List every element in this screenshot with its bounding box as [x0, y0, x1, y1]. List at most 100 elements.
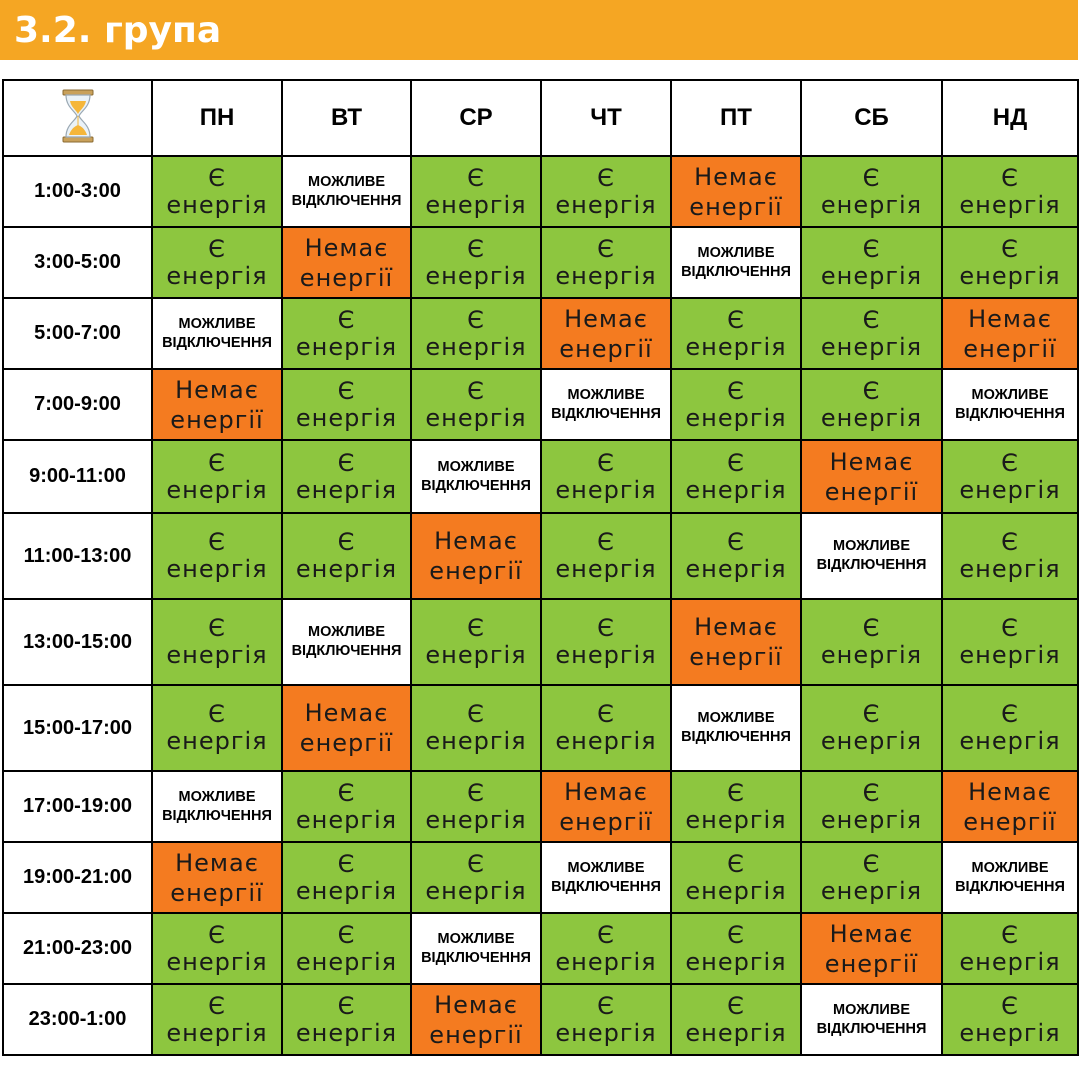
status-text: Є [467, 234, 485, 263]
status-text: ВІДКЛЮЧЕННЯ [162, 334, 272, 351]
status-cell-maybe: МОЖЛИВЕ ВІДКЛЮЧЕННЯ [941, 368, 1079, 441]
status-text: Є [1001, 163, 1019, 192]
status-text: енергія [820, 261, 923, 290]
status-text: Є [727, 920, 745, 949]
status-text: ВІДКЛЮЧЕННЯ [421, 477, 531, 494]
status-text: енергія [295, 947, 398, 976]
status-text: енергія [685, 555, 787, 583]
status-text: МОЖЛИВЕ [567, 386, 645, 403]
status-text: Є [467, 700, 485, 728]
status-text: енергія [295, 876, 398, 905]
status-cell-off: Немає енергії [800, 439, 943, 514]
status-text: енергія [166, 190, 268, 219]
status-text: енергія [959, 261, 1061, 290]
status-text: Є [337, 991, 356, 1020]
status-text: ВІДКЛЮЧЕННЯ [816, 557, 927, 573]
status-text: енергія [820, 876, 923, 905]
status-text: енергія [820, 641, 923, 669]
status-text: Є [597, 163, 615, 192]
status-text: Є [727, 376, 745, 405]
status-text: Є [467, 778, 485, 807]
status-text: Немає [564, 777, 648, 806]
status-cell-maybe: МОЖЛИВЕ ВІДКЛЮЧЕННЯ [670, 684, 802, 772]
title-bar: 3.2. група [0, 0, 1078, 60]
status-text: енергія [166, 1018, 268, 1047]
status-text: енергія [425, 261, 527, 290]
status-text: енергії [689, 643, 783, 671]
status-cell-off: Немає енергії [941, 770, 1079, 843]
status-text: Немає [829, 919, 914, 948]
status-text: енергія [959, 947, 1061, 976]
status-text: енергія [555, 190, 657, 219]
status-text: енергії [963, 807, 1057, 836]
time-slot-label: 9:00-11:00 [2, 439, 153, 514]
status-text: енергії [559, 334, 653, 363]
status-text: енергія [425, 641, 527, 669]
status-cell-off: Немає енергії [410, 512, 542, 600]
status-text: Є [208, 163, 226, 192]
time-slot-label: 11:00-13:00 [2, 512, 153, 600]
status-text: Немає [968, 304, 1052, 333]
status-cell-maybe: МОЖЛИВЕ ВІДКЛЮЧЕННЯ [941, 841, 1079, 914]
day-header-mon: ПН [151, 79, 283, 157]
status-text: Є [467, 163, 485, 192]
status-text: енергії [429, 557, 523, 585]
status-text: енергія [555, 475, 657, 504]
status-text: ВІДКЛЮЧЕННЯ [551, 878, 661, 895]
status-cell-off: Немає енергії [151, 368, 283, 441]
day-header-sun: НД [941, 79, 1079, 157]
status-text: енергія [959, 190, 1061, 219]
status-text: ВІДКЛЮЧЕННЯ [291, 192, 402, 209]
status-cell-off: Немає енергії [281, 684, 412, 772]
status-cell-off: Немає енергії [281, 226, 412, 299]
status-text: енергія [425, 190, 527, 219]
status-text: Немає [968, 777, 1052, 806]
status-text: МОЖЛИВЕ [832, 538, 910, 554]
time-slot-label: 3:00-5:00 [2, 226, 153, 299]
status-text: енергія [820, 332, 923, 361]
status-text: енергія [425, 876, 527, 905]
status-text: енергія [425, 332, 527, 361]
status-text: МОЖЛИВЕ [971, 386, 1049, 403]
status-text: енергія [959, 555, 1061, 583]
status-text: Є [862, 778, 881, 807]
status-text: МОЖЛИВЕ [437, 458, 515, 475]
status-text: Є [727, 849, 745, 878]
status-text: енергія [425, 727, 527, 755]
status-cell-off: Немає енергії [670, 155, 802, 228]
status-text: Є [208, 234, 226, 263]
status-text: Є [862, 849, 881, 878]
status-text: Є [597, 614, 615, 642]
status-text: енергія [685, 475, 787, 504]
status-text: МОЖЛИВЕ [567, 859, 645, 876]
status-text: Є [862, 305, 881, 334]
status-text: енергія [959, 641, 1061, 669]
status-text: МОЖЛИВЕ [307, 173, 385, 190]
status-text: Є [337, 920, 356, 949]
